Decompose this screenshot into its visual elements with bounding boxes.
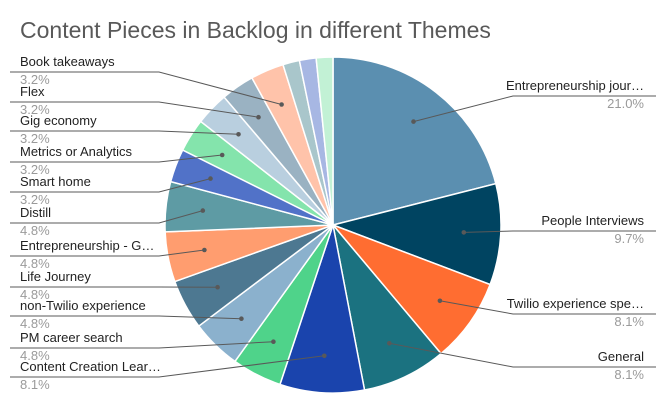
- slice-label: General: [598, 349, 644, 364]
- slice-percent-label: 3.2%: [20, 162, 50, 177]
- leader-line: [413, 95, 656, 123]
- slice-label: Entrepreneurship jour…: [506, 78, 644, 93]
- slice-label: PM career search: [20, 330, 123, 345]
- slice-label: non-Twilio experience: [20, 298, 146, 313]
- slice-percent-label: 8.1%: [614, 367, 644, 382]
- slice-label: Smart home: [20, 174, 91, 189]
- chart-title: Content Pieces in Backlog in different T…: [20, 17, 491, 43]
- slice-percent-label: 4.8%: [20, 348, 50, 363]
- leader-line: [10, 130, 239, 135]
- leader-anchor: [279, 102, 284, 107]
- slice-label: Life Journey: [20, 269, 91, 284]
- leader-line: [10, 154, 223, 163]
- slice-label: Gig economy: [20, 113, 97, 128]
- slice-percent-label: 21.0%: [607, 96, 644, 111]
- pie-slice: [330, 182, 502, 286]
- leader-line: [463, 230, 656, 233]
- leader-line: [439, 300, 656, 315]
- slice-percent-label: 4.8%: [20, 316, 50, 331]
- leader-line: [10, 249, 205, 257]
- leader-line: [10, 71, 282, 105]
- slice-percent-label: 3.2%: [20, 72, 50, 87]
- slice-percent-label: 8.1%: [614, 314, 644, 329]
- leader-line: [389, 342, 656, 368]
- leader-line: [10, 341, 274, 349]
- slice-label: Content Creation Lear…: [20, 359, 161, 374]
- slice-label: Twilio experience spe…: [507, 296, 644, 311]
- slice-label: People Interviews: [541, 213, 644, 228]
- leader-lines: [10, 71, 656, 378]
- slice-label: Entrepreneurship - G…: [20, 238, 154, 253]
- leader-line: [10, 315, 242, 320]
- slice-labels: Entrepreneurship jour… 21.0% People Interv…: [20, 54, 644, 392]
- slice-percent-label: 4.8%: [20, 256, 50, 271]
- pie-slice: [315, 56, 334, 226]
- pie-slice: [332, 56, 497, 226]
- leader-line: [10, 355, 325, 378]
- leader-anchor: [271, 339, 276, 345]
- slice-percent-label: 3.2%: [20, 102, 50, 117]
- leader-line: [10, 178, 211, 193]
- slice-label: Metrics or Analytics: [20, 144, 132, 159]
- slice-label: Book takeaways: [20, 54, 115, 69]
- leader-line: [10, 101, 259, 118]
- slice-percent-label: 9.7%: [614, 231, 644, 246]
- slice-percent-label: 8.1%: [20, 377, 50, 392]
- slice-percent-label: 3.2%: [20, 131, 50, 146]
- slice-label: Distill: [20, 205, 51, 220]
- slice-percent-label: 4.8%: [20, 287, 50, 302]
- slice-percent-label: 4.8%: [20, 223, 50, 238]
- slice-percent-label: 3.2%: [20, 192, 50, 207]
- slice-label: Flex: [20, 84, 45, 99]
- pie-slices: [164, 56, 502, 394]
- leader-line: [10, 210, 203, 224]
